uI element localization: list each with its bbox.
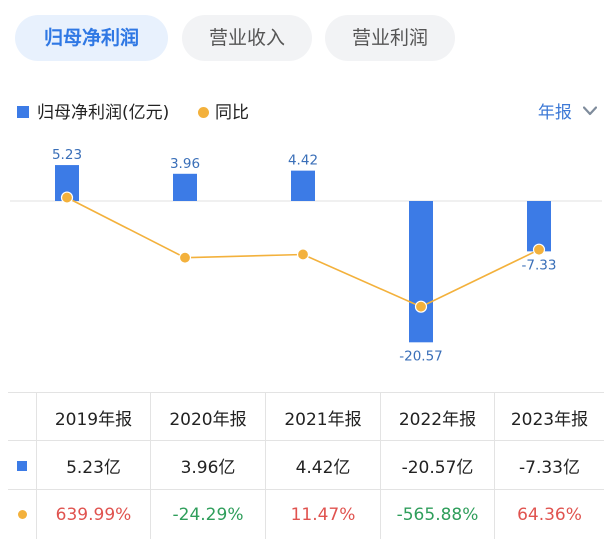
- table-row-profit: 5.23亿 3.96亿 4.42亿 -20.57亿 -7.33亿: [8, 440, 604, 490]
- bar-value-label: 4.42: [288, 153, 318, 169]
- table-cell: 11.47%: [265, 490, 380, 539]
- bar-2020年报: [173, 173, 197, 201]
- table-cell: -565.88%: [380, 490, 494, 539]
- table-header-cell: 2022年报: [380, 393, 494, 441]
- table-cell: 4.42亿: [265, 441, 380, 490]
- period-selector-label: 年报: [537, 103, 572, 123]
- data-table: 2019年报 2020年报 2021年报 2022年报 2023年报 5.23亿 3.96…: [8, 392, 604, 539]
- table-cell: -7.33亿: [494, 441, 604, 490]
- period-selector[interactable]: 年报: [538, 100, 597, 126]
- yoy-point-2021年报: [296, 248, 310, 261]
- profit-row-key: [8, 441, 36, 490]
- tab-revenue[interactable]: 营业收入: [182, 15, 312, 61]
- tab-operating-profit[interactable]: 营业利润: [325, 15, 455, 61]
- yoy-point-2023年报: [532, 243, 546, 256]
- bar-value-label: 3.96: [170, 156, 200, 172]
- table-cell: 3.96亿: [150, 441, 265, 490]
- chevron-down-icon: [583, 106, 597, 116]
- line-legend-swatch: [198, 107, 209, 118]
- yoy-row-key: [8, 490, 36, 539]
- line-legend-label: 同比: [215, 103, 249, 123]
- table-header-cell: 2020年报: [150, 393, 265, 441]
- table-cell: 64.36%: [494, 490, 604, 539]
- chart-legend: 归母净利润(亿元) 同比 年报: [15, 100, 597, 126]
- bar-2022年报: [409, 201, 433, 343]
- table-header-cell: 2019年报: [36, 393, 150, 441]
- bar-legend-swatch: [17, 106, 29, 118]
- table-cell: 639.99%: [36, 490, 150, 539]
- table-header-cell: 2023年报: [494, 393, 604, 441]
- bar-value-label: 5.23: [52, 147, 82, 163]
- bar-series-icon: [17, 460, 27, 471]
- bar-value-label: -7.33: [522, 257, 557, 273]
- bar-2021年报: [291, 170, 315, 201]
- table-header-cell: 2021年报: [265, 393, 380, 441]
- table-row-yoy: 639.99% -24.29% 11.47% -565.88% 64.36%: [8, 489, 604, 539]
- bar-legend-label: 归母净利润(亿元): [37, 103, 170, 123]
- bar-value-label: -20.57: [399, 348, 443, 364]
- table-cell: -24.29%: [150, 490, 265, 539]
- yoy-point-2020年报: [178, 251, 192, 264]
- profit-chart: 5.23 3.96 4.42 -20.57 -7.33: [10, 147, 602, 364]
- table-cell: -20.57亿: [380, 441, 494, 490]
- table-cell: 5.23亿: [36, 441, 150, 490]
- tab-net-profit[interactable]: 归母净利润: [15, 15, 168, 61]
- yoy-point-2019年报: [60, 191, 74, 204]
- yoy-point-2022年报: [414, 300, 428, 313]
- line-series-icon: [17, 510, 27, 519]
- table-header-row: 2019年报 2020年报 2021年报 2022年报 2023年报: [8, 392, 604, 441]
- bar-2023年报: [527, 201, 551, 252]
